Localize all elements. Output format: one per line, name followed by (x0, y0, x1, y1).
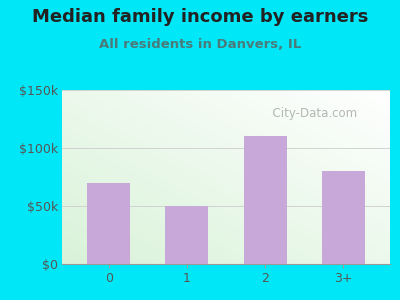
Text: All residents in Danvers, IL: All residents in Danvers, IL (99, 38, 301, 50)
Bar (244, 136, 286, 264)
Bar (322, 171, 365, 264)
Text: Median family income by earners: Median family income by earners (32, 8, 368, 26)
Bar (166, 206, 208, 264)
Bar (87, 183, 130, 264)
Text: City-Data.com: City-Data.com (265, 107, 358, 120)
